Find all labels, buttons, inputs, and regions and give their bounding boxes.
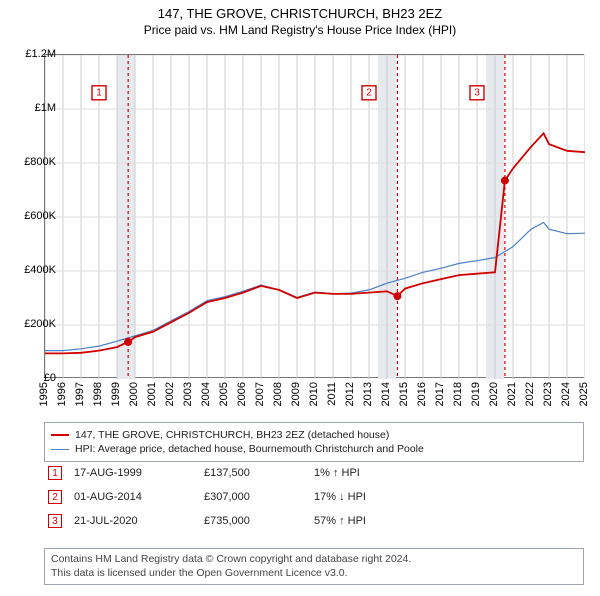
x-axis-label: 2020: [488, 382, 500, 406]
chart-area: 1 2 3: [44, 54, 584, 378]
x-axis-label: 2005: [218, 382, 230, 406]
legend-swatch-blue: [51, 449, 69, 450]
x-axis-label: 2003: [182, 382, 194, 406]
chart-svg: 1 2 3: [45, 55, 585, 379]
svg-text:3: 3: [474, 87, 480, 98]
x-axis-label: 1999: [110, 382, 122, 406]
x-axis-label: 2012: [344, 382, 356, 406]
x-axis-label: 2013: [362, 382, 374, 406]
x-axis-label: 2010: [308, 382, 320, 406]
x-axis-label: 2004: [200, 382, 212, 406]
y-axis-label: £1M: [16, 102, 56, 114]
x-axis-label: 2001: [146, 382, 158, 406]
x-axis-label: 2019: [470, 382, 482, 406]
footer-line: This data is licensed under the Open Gov…: [51, 567, 577, 581]
legend-item: HPI: Average price, detached house, Bour…: [51, 443, 577, 455]
x-axis-label: 2024: [560, 382, 572, 406]
x-axis-label: 2022: [524, 382, 536, 406]
transaction-badge: 2: [48, 490, 62, 504]
y-axis-label: £400K: [16, 264, 56, 276]
transaction-row: 2 01-AUG-2014 £307,000 17% ↓ HPI: [44, 490, 584, 504]
y-axis-label: £600K: [16, 210, 56, 222]
x-axis-label: 2011: [326, 382, 338, 406]
legend-swatch-red: [51, 434, 69, 436]
chart-subtitle: Price paid vs. HM Land Registry's House …: [0, 23, 600, 37]
x-axis-label: 1996: [56, 382, 68, 406]
y-axis-label: £200K: [16, 318, 56, 330]
transaction-date: 17-AUG-1999: [74, 467, 204, 479]
legend-item: 147, THE GROVE, CHRISTCHURCH, BH23 2EZ (…: [51, 429, 577, 441]
x-axis-label: 2008: [272, 382, 284, 406]
transaction-date: 21-JUL-2020: [74, 515, 204, 527]
transaction-delta: 57% ↑ HPI: [314, 515, 444, 527]
footer: Contains HM Land Registry data © Crown c…: [44, 548, 584, 585]
footer-line: Contains HM Land Registry data © Crown c…: [51, 553, 577, 567]
transaction-delta: 17% ↓ HPI: [314, 491, 444, 503]
y-axis-label: £800K: [16, 156, 56, 168]
x-axis-label: 1998: [92, 382, 104, 406]
x-axis-label: 2014: [380, 382, 392, 406]
svg-text:1: 1: [96, 87, 102, 98]
transaction-price: £735,000: [204, 515, 314, 527]
legend-label: 147, THE GROVE, CHRISTCHURCH, BH23 2EZ (…: [75, 429, 389, 441]
y-axis-label: £0: [16, 372, 56, 384]
transaction-price: £137,500: [204, 467, 314, 479]
legend: 147, THE GROVE, CHRISTCHURCH, BH23 2EZ (…: [44, 422, 584, 462]
chart-title: 147, THE GROVE, CHRISTCHURCH, BH23 2EZ: [0, 6, 600, 21]
x-axis-label: 1997: [74, 382, 86, 406]
x-axis-label: 2018: [452, 382, 464, 406]
svg-text:2: 2: [366, 87, 372, 98]
x-axis-label: 1995: [38, 382, 50, 406]
transaction-row: 1 17-AUG-1999 £137,500 1% ↑ HPI: [44, 466, 584, 480]
x-axis-label: 2017: [434, 382, 446, 406]
transaction-row: 3 21-JUL-2020 £735,000 57% ↑ HPI: [44, 514, 584, 528]
legend-label: HPI: Average price, detached house, Bour…: [75, 443, 424, 455]
x-axis-label: 2000: [128, 382, 140, 406]
x-axis-label: 2025: [578, 382, 590, 406]
transaction-price: £307,000: [204, 491, 314, 503]
transaction-badge: 1: [48, 466, 62, 480]
transaction-badge: 3: [48, 514, 62, 528]
transaction-date: 01-AUG-2014: [74, 491, 204, 503]
x-axis-label: 2007: [254, 382, 266, 406]
x-axis-label: 2021: [506, 382, 518, 406]
x-axis-label: 2023: [542, 382, 554, 406]
transaction-delta: 1% ↑ HPI: [314, 467, 444, 479]
x-axis-label: 2009: [290, 382, 302, 406]
x-axis-label: 2016: [416, 382, 428, 406]
y-axis-label: £1.2M: [16, 48, 56, 60]
x-axis-label: 2006: [236, 382, 248, 406]
x-axis-label: 2015: [398, 382, 410, 406]
x-axis-label: 2002: [164, 382, 176, 406]
